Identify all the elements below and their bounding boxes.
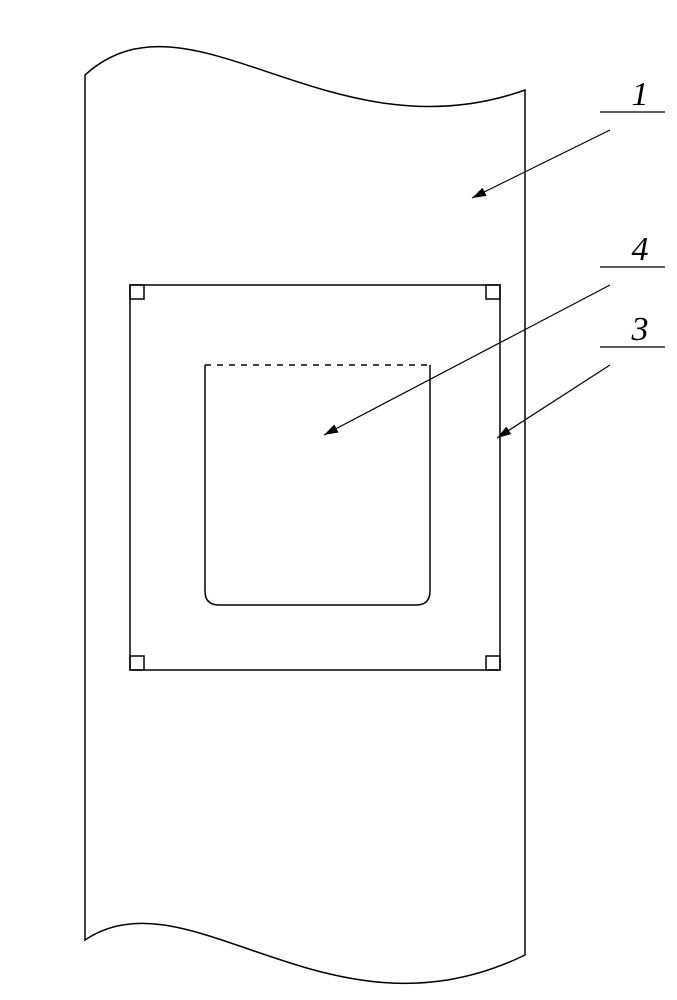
leader-line-1: [472, 130, 610, 198]
corner-square-2: [130, 656, 144, 670]
diagram-canvas: 1 4 3: [0, 0, 677, 1000]
arrowhead-4: [324, 425, 338, 435]
outer-sheet: [85, 47, 525, 984]
label-text-4: 4: [632, 231, 649, 268]
arrowhead-1: [472, 188, 487, 198]
label-text-3: 3: [631, 311, 649, 348]
leader-line-4: [324, 285, 610, 435]
label-3: 3: [497, 311, 665, 438]
outer-rect: [130, 285, 500, 670]
corner-square-1: [486, 285, 500, 299]
leader-line-3: [497, 365, 610, 438]
corner-square-3: [486, 656, 500, 670]
inner-pocket-body: [205, 365, 430, 605]
label-4: 4: [324, 231, 665, 435]
arrowhead-3: [497, 427, 511, 438]
label-1: 1: [472, 76, 665, 198]
corner-square-0: [130, 285, 144, 299]
label-text-1: 1: [632, 76, 649, 113]
